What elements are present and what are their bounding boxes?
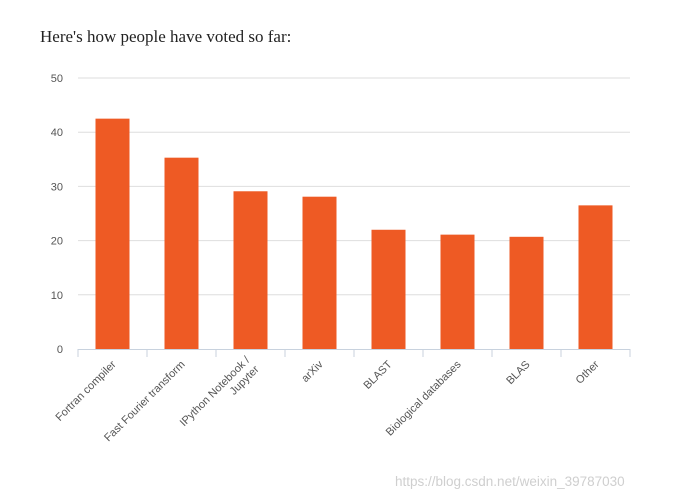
- bar: [578, 205, 613, 349]
- x-tick-label: Fast Fourier transform: [102, 359, 187, 444]
- gridlines: [78, 77, 630, 296]
- x-tick-label: Other: [574, 358, 602, 386]
- watermark: https://blog.csdn.net/weixin_39787030: [395, 474, 625, 489]
- bar: [233, 191, 268, 349]
- bar: [164, 157, 199, 349]
- bar: [371, 229, 406, 349]
- y-tick-label: 40: [51, 127, 63, 139]
- bars: [95, 118, 613, 350]
- x-tick-label: BLAST: [361, 358, 394, 391]
- bar: [95, 118, 130, 350]
- bar: [440, 234, 475, 349]
- y-tick-label: 0: [57, 344, 63, 356]
- bar: [302, 196, 337, 349]
- x-tick-label: BLAS: [504, 359, 532, 387]
- y-tick-label: 20: [51, 236, 63, 248]
- x-tick-label: IPython Notebook /Jupyter: [178, 354, 263, 439]
- y-tick-label: 30: [51, 181, 63, 193]
- x-tick-label: Fortran compiler: [54, 358, 119, 423]
- bar: [509, 236, 544, 349]
- x-tick-label: arXiv: [299, 358, 326, 385]
- chart-heading: Here's how people have voted so far:: [40, 27, 292, 46]
- y-tick-label: 10: [51, 290, 63, 302]
- x-tick-label: Biological databases: [384, 358, 464, 438]
- y-tick-label: 50: [51, 73, 63, 85]
- x-axis: [77, 349, 631, 357]
- y-axis-ticks: 0 10 20 30 40 50: [51, 73, 63, 356]
